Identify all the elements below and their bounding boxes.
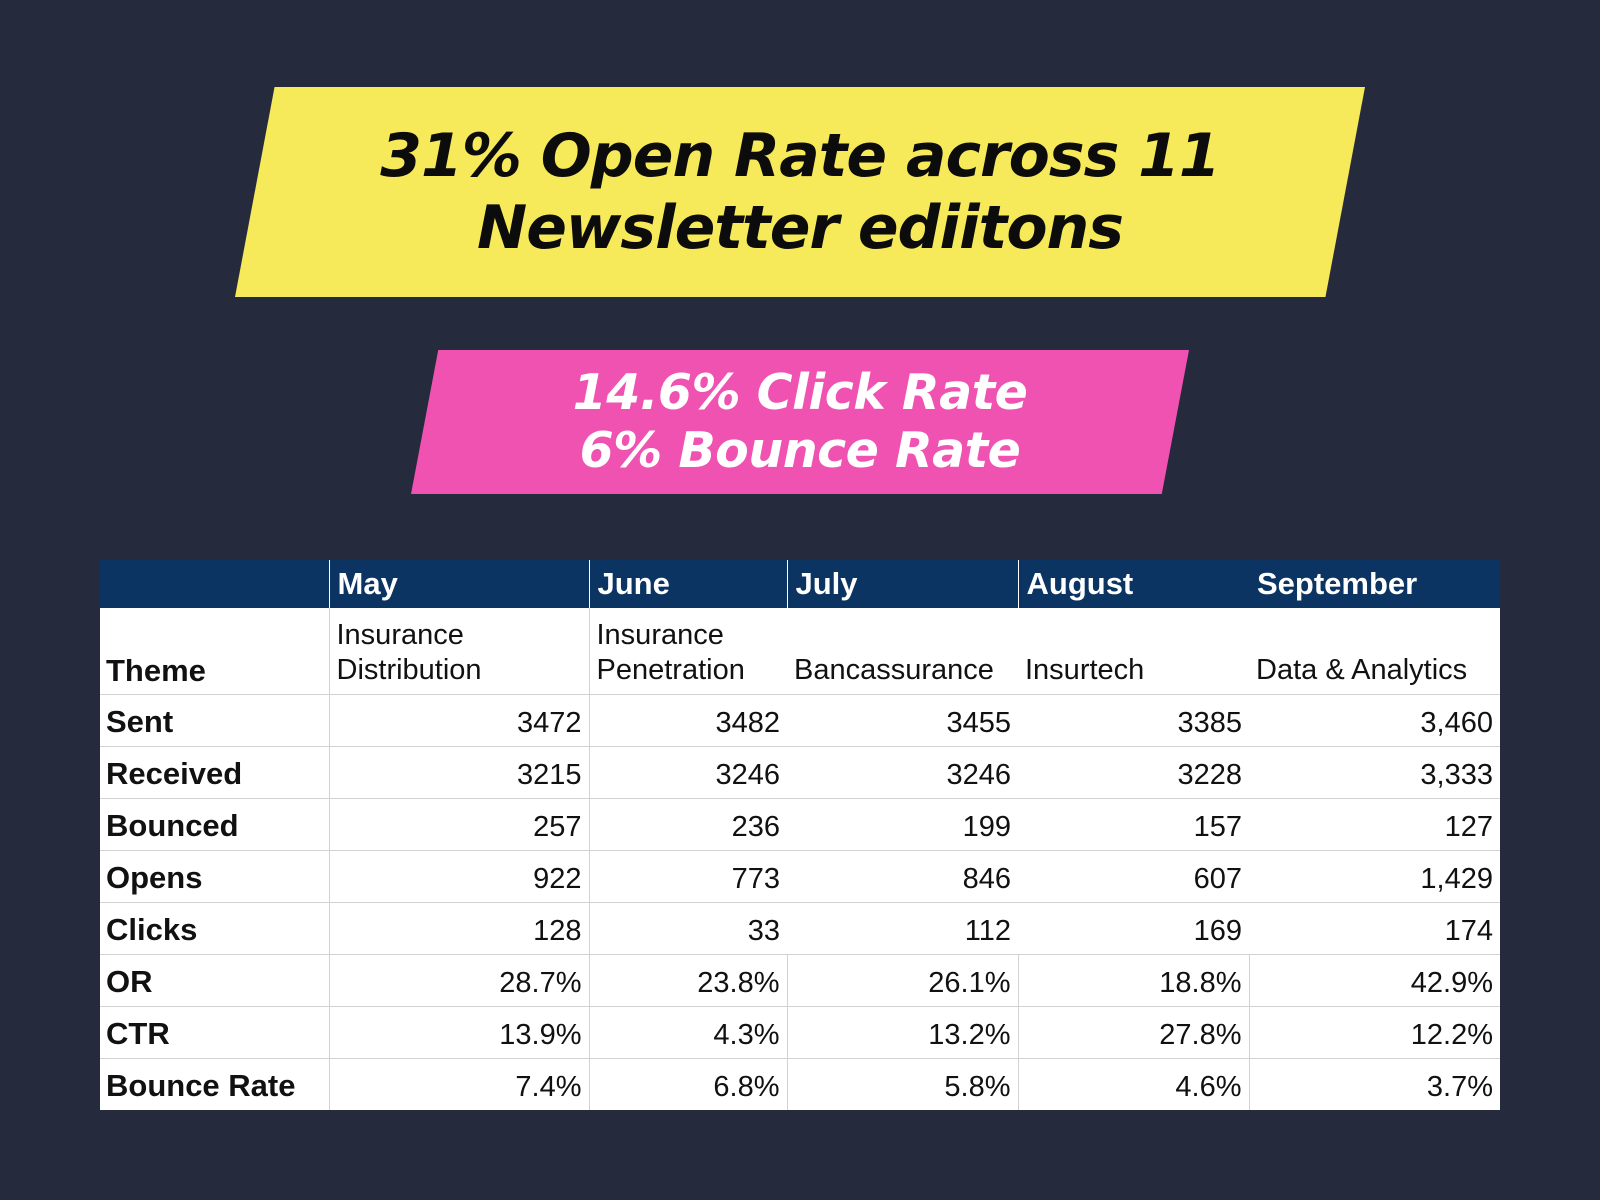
theme-text-line: Penetration — [596, 653, 745, 686]
theme-cell-september: Data & Analytics — [1249, 608, 1500, 695]
table-cell: 13.2% — [787, 1006, 1019, 1059]
table-cell: 3246 — [589, 746, 787, 799]
table-row-bounce-rate: Bounce Rate 7.4% 6.8% 5.8% 4.6% 3.7% — [100, 1058, 1500, 1110]
theme-cell-may: Insurance Distribution — [329, 608, 590, 695]
table-row-theme: Theme Insurance Distribution Insurance P… — [100, 608, 1500, 695]
theme-text-line: Distribution — [336, 653, 482, 686]
table-cell: 18.8% — [1018, 954, 1250, 1007]
table-cell: 3228 — [1018, 746, 1249, 799]
table-cell: 199 — [787, 798, 1018, 851]
table-cell: 3,333 — [1249, 746, 1500, 799]
theme-text-line: Insurance — [336, 618, 464, 651]
table-cell: 127 — [1249, 798, 1500, 851]
theme-text-line: Insurtech — [1025, 653, 1145, 686]
table-cell: 3385 — [1018, 694, 1249, 747]
theme-text-line: Bancassurance — [794, 653, 994, 686]
table-cell: 3472 — [329, 694, 590, 747]
table-cell: 128 — [329, 902, 590, 955]
table-cell: 4.3% — [589, 1006, 788, 1059]
table-cell: 3482 — [589, 694, 787, 747]
column-header-june: June — [589, 560, 788, 608]
row-label: Received — [100, 746, 330, 799]
subheadline-line-1: 14.6% Click Rate — [572, 364, 1028, 421]
table-cell: 13.9% — [329, 1006, 590, 1059]
column-header-september: September — [1249, 560, 1500, 608]
row-label: Opens — [100, 850, 330, 903]
headline-line-1: 31% Open Rate across 11 — [380, 121, 1220, 191]
column-header-may: May — [329, 560, 590, 608]
table-cell: 236 — [589, 798, 787, 851]
table-cell: 112 — [787, 902, 1018, 955]
table-cell: 26.1% — [787, 954, 1019, 1007]
open-rate-banner: 31% Open Rate across 11 Newsletter ediit… — [235, 87, 1365, 297]
table-cell: 169 — [1018, 902, 1249, 955]
row-label: Clicks — [100, 902, 330, 955]
table-cell: 846 — [787, 850, 1018, 903]
table-cell: 3215 — [329, 746, 590, 799]
table-cell: 174 — [1249, 902, 1500, 955]
table-cell: 33 — [589, 902, 787, 955]
table-row-bounced: Bounced 257 236 199 157 127 — [100, 798, 1500, 851]
table-cell: 157 — [1018, 798, 1249, 851]
table-header-row: May June July August September — [100, 560, 1500, 608]
row-label: Sent — [100, 694, 330, 747]
theme-cell-august: Insurtech — [1018, 608, 1249, 695]
row-label: Bounced — [100, 798, 330, 851]
table-row-ctr: CTR 13.9% 4.3% 13.2% 27.8% 12.2% — [100, 1006, 1500, 1059]
table-row-received: Received 3215 3246 3246 3228 3,333 — [100, 746, 1500, 799]
table-row-sent: Sent 3472 3482 3455 3385 3,460 — [100, 694, 1500, 747]
newsletter-stats-table: May June July August September Theme Ins… — [100, 560, 1500, 1110]
table-cell: 3246 — [787, 746, 1018, 799]
table-cell: 28.7% — [329, 954, 590, 1007]
table-cell: 607 — [1018, 850, 1249, 903]
theme-text-line: Data & Analytics — [1256, 653, 1468, 686]
column-header-july: July — [787, 560, 1019, 608]
table-cell: 6.8% — [589, 1058, 788, 1110]
table-cell: 23.8% — [589, 954, 788, 1007]
table-cell: 42.9% — [1249, 954, 1500, 1007]
click-bounce-banner: 14.6% Click Rate 6% Bounce Rate — [411, 350, 1189, 494]
row-label: OR — [100, 954, 330, 1007]
table-row-clicks: Clicks 128 33 112 169 174 — [100, 902, 1500, 955]
table-row-opens: Opens 922 773 846 607 1,429 — [100, 850, 1500, 903]
row-label: Bounce Rate — [100, 1058, 330, 1110]
table-cell: 3455 — [787, 694, 1018, 747]
column-header-august: August — [1018, 560, 1249, 608]
theme-cell-june: Insurance Penetration — [589, 608, 787, 695]
table-cell: 3,460 — [1249, 694, 1500, 747]
table-cell: 5.8% — [787, 1058, 1019, 1110]
table-cell: 1,429 — [1249, 850, 1500, 903]
table-cell: 4.6% — [1018, 1058, 1250, 1110]
table-cell: 257 — [329, 798, 590, 851]
header-corner — [100, 560, 330, 608]
subheadline-line-2: 6% Bounce Rate — [579, 422, 1021, 479]
table-cell: 773 — [589, 850, 787, 903]
row-label: CTR — [100, 1006, 330, 1059]
table-cell: 3.7% — [1426, 1071, 1493, 1103]
theme-text-line: Insurance — [596, 618, 724, 651]
table-row-or: OR 28.7% 23.8% 26.1% 18.8% 42.9% — [100, 954, 1500, 1007]
theme-cell-july: Bancassurance — [787, 608, 1018, 695]
headline-line-2: Newsletter ediitons — [477, 193, 1124, 263]
table-cell: 27.8% — [1018, 1006, 1250, 1059]
table-cell: 7.4% — [329, 1058, 590, 1110]
table-cell: 12.2% — [1249, 1006, 1500, 1059]
table-cell: 922 — [329, 850, 590, 903]
row-label: Theme — [100, 608, 330, 695]
